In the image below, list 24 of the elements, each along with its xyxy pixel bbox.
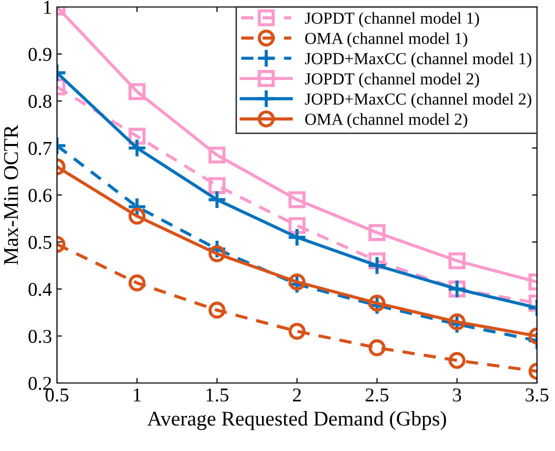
legend-label: JOPD+MaxCC (channel model 2) [304,92,532,108]
x-axis-title: Average Requested Demand (Gbps) [147,411,446,430]
x-tick-label: 2.5 [366,388,388,402]
x-tick-label: 3.5 [526,388,548,402]
y-tick-label: 0.4 [28,282,52,296]
legend-label: JOPDT (channel model 1) [304,12,479,28]
y-tick-label: 0.3 [28,330,52,344]
y-tick-label: 0.7 [28,142,52,156]
legend-label: JOPD+MaxCC (channel model 1) [304,52,532,68]
x-tick-label: 2 [292,388,301,402]
x-tick-label: 3 [453,388,462,402]
legend-label: OMA (channel model 2) [305,113,468,128]
legend-label: JOPDT (channel model 2) [304,72,479,88]
x-tick-label: 1.5 [206,388,228,402]
y-axis-title: Max-Min OCTR [4,124,18,265]
y-tick-label: 1 [44,0,51,14]
y-tick-label: 0.9 [28,48,52,62]
y-tick-label: 0.6 [28,188,52,202]
legend-label: OMA (channel model 1) [305,32,468,48]
y-tick-label: 0.5 [28,236,52,250]
y-tick-label: 0.2 [28,376,52,390]
y-tick-label: 0.8 [28,94,52,108]
x-tick-label: 1 [134,388,141,402]
x-tick-label: 0.5 [46,388,68,402]
